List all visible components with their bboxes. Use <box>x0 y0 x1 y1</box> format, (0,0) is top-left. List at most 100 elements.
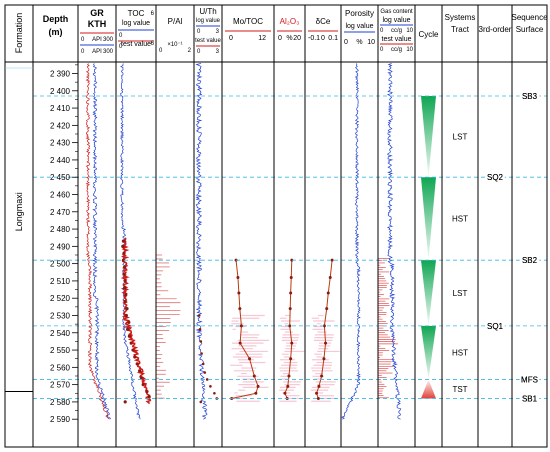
gas-test-label: test value <box>382 36 412 43</box>
depth-label: 2 520 <box>50 294 71 303</box>
dce-point <box>322 324 326 328</box>
surface-label-mfs: MFS <box>521 375 538 384</box>
al2o3-point <box>287 374 291 378</box>
al2o3-point <box>290 258 294 262</box>
header-gas: Gas content <box>380 9 413 15</box>
toc-test-point <box>127 334 131 338</box>
depth-label: 2 450 <box>50 173 71 182</box>
header-dce: δCe <box>316 17 331 26</box>
al2o3-point <box>289 291 293 295</box>
depth-label: 2 480 <box>50 225 71 234</box>
toc-test-point <box>123 286 127 290</box>
depth-label: 2 430 <box>50 139 71 148</box>
header-pal: P/Al <box>168 17 183 26</box>
depth-label: 2 460 <box>50 190 71 199</box>
toc-test-band <box>120 237 152 405</box>
depth-label: 2 500 <box>50 260 71 269</box>
dce-point <box>325 307 329 311</box>
moc-point <box>236 275 240 279</box>
depth-label: 2 440 <box>50 156 71 165</box>
header-gr: GR <box>90 8 104 18</box>
surface-label-bg <box>519 373 540 384</box>
depth-label: 2 580 <box>50 398 71 407</box>
moc-point <box>252 374 256 378</box>
moc-point <box>239 324 243 328</box>
depth-label: 2 410 <box>50 104 71 113</box>
header-porosity: Porosity <box>345 9 374 18</box>
uth-log-min: 0 <box>197 29 201 35</box>
dce-point <box>322 357 326 361</box>
toc-test-point <box>123 279 127 283</box>
toc-test-label: test value <box>121 41 151 48</box>
depth-label: 2 390 <box>50 70 71 79</box>
uth-test-point <box>199 400 203 404</box>
pal-scale-min: 0 <box>159 48 163 54</box>
depth-label: 2 400 <box>50 87 71 96</box>
pal-scale-max: 2 <box>188 48 192 54</box>
surface-label-sb3: SB3 <box>522 92 538 101</box>
formation-name: Longmaxi <box>14 192 24 231</box>
kth-scale-min: 0 <box>81 49 85 55</box>
systems-tract-label: LST <box>453 289 468 298</box>
toc-test-point <box>121 258 125 262</box>
toc-test-point <box>141 383 145 387</box>
surface-label: SQ2 <box>487 173 504 182</box>
toc-test-point <box>123 265 127 269</box>
toc-test-point <box>127 320 131 324</box>
kth-scale-max: 300 <box>103 49 114 55</box>
gas-log-unit: cc/g <box>391 28 402 34</box>
frame <box>4 4 548 448</box>
toc-test-point <box>138 369 142 373</box>
header-cycle: Cycle <box>418 30 439 39</box>
moc-scale-max: 12 <box>258 35 266 42</box>
uth-test-point <box>205 378 209 381</box>
gas-log-min: 0 <box>380 28 384 34</box>
surface-label: SQ1 <box>487 322 504 331</box>
al2o3-point <box>286 384 290 388</box>
surface-label: SB3 <box>522 92 538 101</box>
al2o3-point <box>289 275 293 279</box>
ce-scale-max: 0.1 <box>328 35 338 42</box>
header-sequence: Sequence <box>511 13 548 22</box>
gas-test-max: 10 <box>406 47 413 53</box>
header-depth: Depth <box>43 14 69 24</box>
toc-test-point <box>129 341 133 345</box>
porosity-curve <box>341 63 361 420</box>
depth-label: 2 470 <box>50 208 71 217</box>
gas-test-min: 0 <box>380 47 384 53</box>
toc-test-point <box>124 313 128 318</box>
surface-label-bg <box>485 319 505 330</box>
cycle-triangle <box>421 325 436 380</box>
moc-scale-min: 0 <box>229 35 233 42</box>
gr-scale-max: 300 <box>103 37 114 43</box>
uth-test-point <box>203 371 207 374</box>
depth-label: 2 530 <box>50 311 71 320</box>
toc-test-point <box>123 400 127 404</box>
uth-test-point <box>198 328 202 331</box>
depth-label: 2 420 <box>50 121 71 130</box>
surface-label: SB2 <box>522 256 538 265</box>
dce-point <box>317 384 321 388</box>
systems-tract-label: LST <box>453 133 468 142</box>
toc-test-point <box>124 293 128 297</box>
uth-test-point <box>200 352 203 355</box>
gas-log-max: 10 <box>406 28 413 34</box>
header-al2o3: Al₂O₃ <box>280 17 300 26</box>
surface-label-bg <box>519 392 540 403</box>
header-moc: Mo/TOC <box>233 17 263 26</box>
header-3rd-order: 3rd-order <box>479 25 512 34</box>
depth-label: 2 540 <box>50 329 71 338</box>
depth-label: 2 490 <box>50 242 71 251</box>
toc-log-max: 6 <box>151 11 155 17</box>
uth-log-max: 3 <box>216 29 220 35</box>
moc-point <box>238 307 242 311</box>
toc-test-point <box>122 251 126 255</box>
al2o3-point <box>288 324 292 328</box>
al2o3-point <box>289 357 293 361</box>
surface-label-sb2: SB2 <box>522 256 538 265</box>
pal-multiplier: ×10⁻¹ <box>167 42 182 48</box>
toc-test-point <box>121 244 125 248</box>
header-systems: Systems <box>445 13 476 22</box>
